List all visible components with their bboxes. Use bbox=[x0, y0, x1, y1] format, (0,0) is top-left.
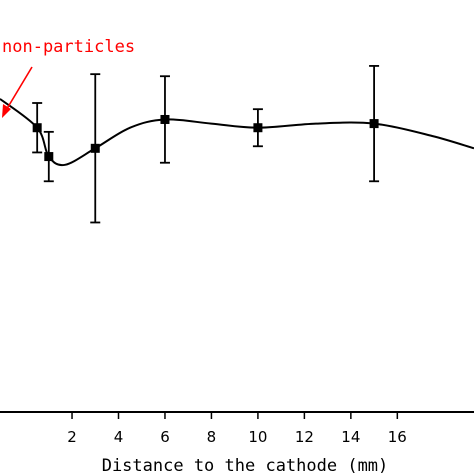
x-tick-label-2: 2 bbox=[67, 428, 77, 446]
error-bars bbox=[32, 65, 380, 224]
data-point-0 bbox=[32, 123, 42, 133]
data-point-4 bbox=[253, 123, 263, 133]
x-axis-title: Distance to the cathode (mm) bbox=[102, 456, 389, 474]
annotation-text: non-particles bbox=[2, 37, 135, 57]
x-tick-label-16: 16 bbox=[388, 428, 407, 446]
data-point-3 bbox=[160, 114, 170, 124]
series-line bbox=[0, 98, 474, 167]
data-point-1 bbox=[44, 152, 54, 162]
x-ticks: 2 4 6 8 10 12 14 16 bbox=[67, 412, 407, 446]
annotation-arrowhead bbox=[2, 104, 11, 118]
x-tick-label-10: 10 bbox=[248, 428, 267, 446]
x-tick-label-4: 4 bbox=[114, 428, 124, 446]
data-point-2 bbox=[90, 143, 100, 153]
data-point-5 bbox=[369, 119, 379, 129]
x-tick-label-8: 8 bbox=[207, 428, 217, 446]
x-tick-label-14: 14 bbox=[341, 428, 360, 446]
data-points bbox=[32, 114, 379, 162]
x-tick-label-6: 6 bbox=[160, 428, 170, 446]
annotation-arrow-line bbox=[4, 66, 33, 113]
curve-layer bbox=[0, 98, 474, 167]
annotation: non-particles bbox=[2, 37, 135, 118]
x-tick-label-12: 12 bbox=[295, 428, 314, 446]
